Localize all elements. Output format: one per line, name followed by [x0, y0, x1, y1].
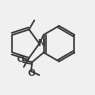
- Text: O: O: [17, 55, 24, 64]
- Text: N: N: [37, 39, 45, 48]
- Text: O: O: [28, 69, 36, 78]
